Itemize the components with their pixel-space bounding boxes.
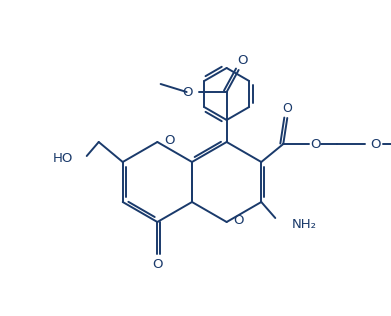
Text: O: O (234, 215, 244, 228)
Text: NH₂: NH₂ (291, 217, 316, 230)
Text: O: O (310, 137, 321, 150)
Text: O: O (182, 86, 193, 99)
Text: O: O (237, 53, 248, 66)
Text: HO: HO (52, 151, 73, 165)
Text: O: O (164, 135, 175, 148)
Text: O: O (282, 101, 292, 114)
Text: O: O (152, 258, 163, 270)
Text: O: O (370, 137, 380, 150)
